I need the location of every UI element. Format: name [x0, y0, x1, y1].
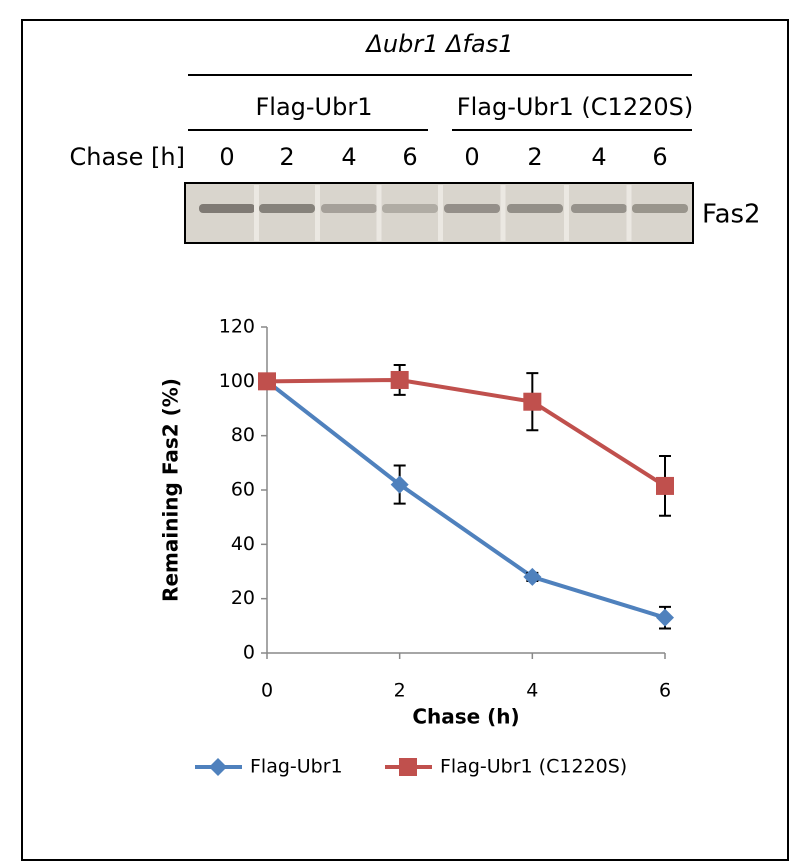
lane-gap: [254, 185, 259, 241]
blot-title: Δubr1 Δfas1: [365, 30, 514, 58]
lane-gap: [377, 185, 382, 241]
lane-label: 6: [402, 143, 417, 171]
marker: [399, 758, 417, 776]
lane-gap: [564, 185, 569, 241]
group-label: Flag-Ubr1: [255, 93, 372, 121]
lane-label: 0: [464, 143, 479, 171]
band: [382, 204, 438, 213]
row-label: Chase [h]: [69, 143, 185, 171]
x-tick-label: 4: [526, 680, 538, 702]
marker: [258, 372, 276, 390]
x-axis-label: Chase (h): [412, 705, 519, 729]
lane-label: 6: [652, 143, 667, 171]
lane-gap: [315, 185, 320, 241]
band: [259, 204, 315, 213]
y-tick-label: 80: [231, 424, 255, 446]
lane-label: 2: [279, 143, 294, 171]
lane-gap: [501, 185, 506, 241]
lane-label: 4: [591, 143, 606, 171]
x-tick-label: 0: [261, 680, 273, 702]
marker: [391, 371, 409, 389]
x-tick-label: 2: [394, 680, 406, 702]
lane-gap: [627, 185, 632, 241]
band-label: Fas2: [702, 200, 761, 230]
figure: Δubr1 Δfas1 Flag-Ubr1 Flag-Ubr1 (C1220S)…: [0, 0, 792, 864]
y-tick-label: 40: [231, 533, 255, 555]
band: [507, 204, 563, 213]
band: [444, 204, 500, 213]
group-label: Flag-Ubr1 (C1220S): [457, 93, 693, 121]
lane-gap: [438, 185, 443, 241]
lane-label: 4: [341, 143, 356, 171]
y-tick-label: 100: [219, 370, 255, 392]
marker: [523, 393, 541, 411]
legend-label: Flag-Ubr1: [250, 756, 343, 778]
band: [199, 204, 255, 213]
y-axis-label: Remaining Fas2 (%): [159, 378, 183, 602]
legend-label: Flag-Ubr1 (C1220S): [440, 756, 627, 778]
lane-label: 2: [527, 143, 542, 171]
x-tick-label: 6: [659, 680, 671, 702]
y-tick-label: 0: [243, 642, 255, 664]
lane-label: 0: [219, 143, 234, 171]
band: [321, 204, 377, 213]
band: [632, 204, 688, 213]
marker: [656, 477, 674, 495]
y-tick-label: 120: [219, 316, 255, 338]
y-tick-label: 60: [231, 479, 255, 501]
y-tick-label: 20: [231, 587, 255, 609]
band: [571, 204, 627, 213]
